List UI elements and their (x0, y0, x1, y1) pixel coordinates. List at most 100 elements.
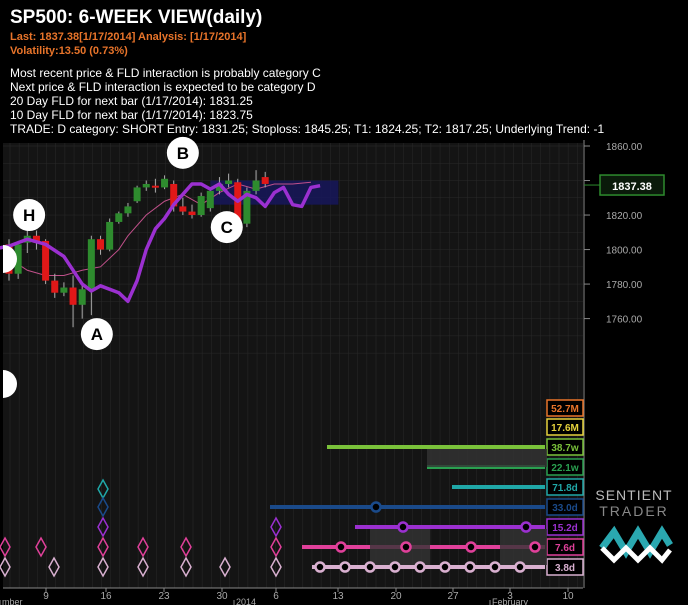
fld-10-line[interactable] (0, 182, 321, 304)
cycle-diamond (180, 536, 192, 558)
candle-body[interactable] (97, 239, 104, 250)
candle-body[interactable] (261, 177, 269, 184)
cycle-label[interactable]: 52.7M (551, 404, 579, 415)
candle-body[interactable] (87, 239, 95, 290)
candle-body[interactable] (133, 187, 141, 202)
cycle-label-box[interactable] (546, 518, 584, 536)
cycle-label[interactable]: 71.8d (552, 483, 578, 494)
candle-body[interactable] (32, 235, 40, 243)
cycle-label-box[interactable] (546, 399, 584, 417)
cycle-marker (464, 561, 476, 573)
last-price-label: 1837.38 (612, 181, 652, 193)
cycle-label[interactable]: 7.6d (555, 543, 575, 554)
candle-body[interactable] (243, 190, 251, 224)
cycle-diamond (180, 556, 192, 578)
candle-body[interactable] (124, 206, 132, 214)
cycle-label[interactable]: 38.7w (551, 443, 578, 454)
cycle-marker (529, 541, 541, 553)
cycle-label-box[interactable] (546, 558, 584, 576)
cycle-diamond (137, 556, 149, 578)
candle-body[interactable] (188, 211, 196, 216)
cycle-marker (439, 561, 451, 573)
cycle-line (355, 525, 545, 529)
x-tick-label: 23 (158, 591, 170, 602)
cycle-zone (427, 449, 547, 467)
candle-body[interactable] (225, 180, 233, 184)
y-tick-label: 1860.00 (606, 142, 643, 153)
wave-label-c: C (221, 218, 233, 237)
candle-body[interactable] (14, 244, 22, 274)
cycle-label[interactable]: 17.6M (551, 423, 579, 434)
candle-body[interactable] (179, 206, 187, 212)
plot-area (3, 143, 583, 588)
x-tick-label: 16 (100, 591, 112, 602)
candle-body[interactable] (206, 190, 214, 209)
cycle-marker (520, 521, 532, 533)
candle-body[interactable] (51, 280, 59, 293)
y-axis-panel (584, 140, 688, 605)
cycle-label[interactable]: 22.1w (551, 463, 578, 474)
wave-label-h: H (23, 206, 35, 225)
cycle-label-box[interactable] (546, 418, 584, 436)
candle-body[interactable] (215, 183, 223, 191)
cycle-diamond (270, 536, 282, 558)
logo-text-bottom: TRADER (599, 503, 669, 519)
cycle-diamond (270, 556, 282, 578)
candle-body[interactable] (69, 287, 77, 305)
y-tick-label: 1800.00 (606, 246, 643, 257)
x-period-label: mber (2, 597, 23, 605)
cycle-label[interactable]: 3.8d (555, 563, 575, 574)
x-period-label: February (492, 597, 529, 605)
cycle-label-box[interactable] (546, 478, 584, 496)
cycle-label-box[interactable] (546, 498, 584, 516)
cycle-marker (514, 561, 526, 573)
cycle-marker (364, 561, 376, 573)
cycle-marker (400, 541, 412, 553)
last-price-box (599, 174, 665, 196)
wave-label-circle (166, 136, 199, 169)
cycle-line (327, 445, 545, 449)
chart-title: SP500: 6-WEEK VIEW(daily) (10, 7, 263, 28)
y-tick-label: 1780.00 (606, 280, 643, 291)
cycle-diamond (270, 516, 282, 538)
candle-body[interactable] (151, 185, 159, 188)
wave-label-a: A (91, 325, 103, 344)
cycle-line (270, 505, 545, 509)
cycle-diamond (0, 556, 11, 578)
x-tick-label: 9 (43, 591, 49, 602)
wave-label-partial (3, 370, 17, 398)
cycle-diamond (35, 536, 47, 558)
cycle-diamond (97, 516, 109, 538)
chart-header: SP500: 6-WEEK VIEW(daily) Last: 1837.38[… (0, 0, 688, 142)
x-tick-label: 6 (273, 591, 279, 602)
candle-body[interactable] (78, 289, 86, 305)
cycle-diamond (97, 496, 109, 518)
cycle-diamond (0, 536, 11, 558)
cycle-marker (414, 561, 426, 573)
analysis-line-1: Most recent price & FLD interaction is p… (10, 66, 321, 80)
trade-line: TRADE: D category: SHORT Entry: 1831.25;… (10, 122, 605, 136)
x-tick-label: 27 (447, 591, 459, 602)
candle-body[interactable] (252, 180, 260, 191)
cycle-label[interactable]: 15.2d (552, 523, 578, 534)
candle-body[interactable] (60, 287, 68, 293)
candle-body[interactable] (197, 196, 205, 216)
y-tick-label: 1760.00 (606, 315, 643, 326)
candle-body[interactable] (142, 183, 150, 188)
logo-mark-icon (599, 525, 673, 559)
cycle-diamond (97, 556, 109, 578)
analysis-line-4: 10 Day FLD for next bar (1/17/2014): 182… (10, 108, 253, 122)
cycle-label-box[interactable] (546, 438, 584, 456)
cycle-diamond (48, 556, 60, 578)
candle-body[interactable] (170, 183, 178, 207)
candle-body[interactable] (115, 213, 123, 222)
logo-mark-icon (600, 544, 672, 564)
cycle-label[interactable]: 33.0d (552, 503, 578, 514)
candle-body[interactable] (161, 178, 169, 188)
volatility-line: Volatility:13.50 (0.73%) (10, 45, 128, 57)
candle-body[interactable] (106, 221, 114, 250)
candle-body[interactable] (42, 240, 50, 281)
cycle-zone (370, 529, 430, 565)
